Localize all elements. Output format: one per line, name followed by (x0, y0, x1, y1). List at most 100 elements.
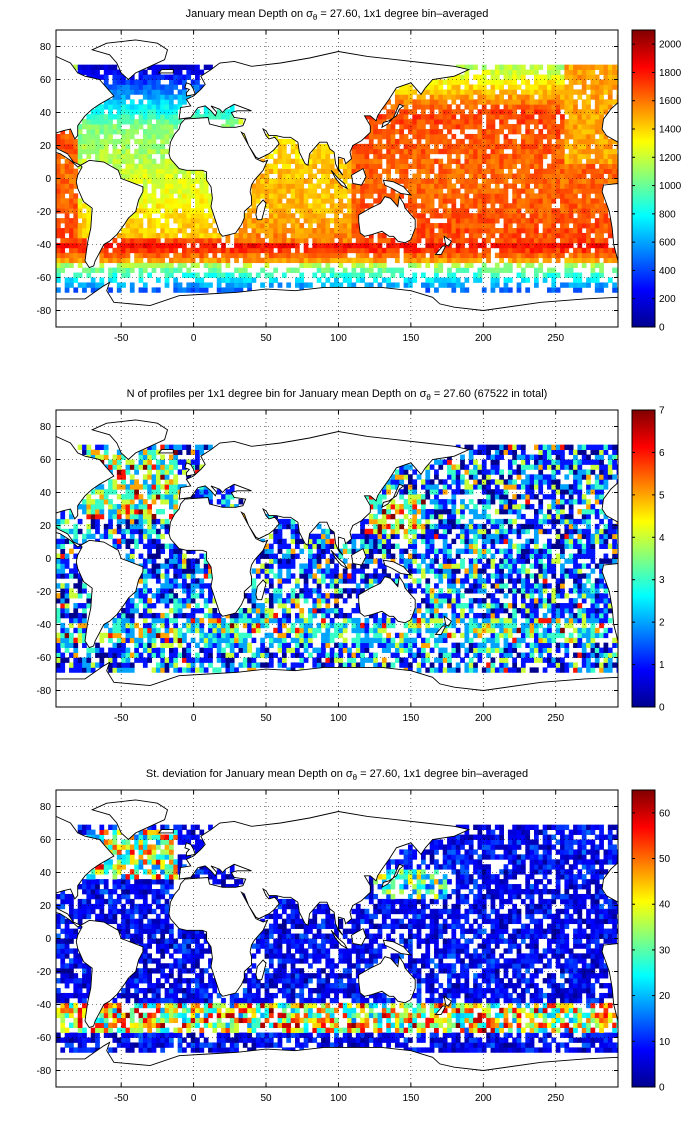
bin-cell (347, 657, 352, 663)
bin-cell (321, 173, 326, 179)
bin-cell (129, 237, 135, 244)
bin-cell (151, 218, 157, 224)
bin-cell (481, 64, 487, 70)
bin-cell (160, 143, 166, 150)
bin-cell (381, 262, 387, 268)
bin-cell (155, 287, 161, 293)
bin-cell (573, 237, 578, 244)
bin-cell (499, 143, 504, 150)
bin-cell (503, 242, 509, 249)
bin-cell (507, 247, 513, 254)
bin-cell (525, 84, 531, 90)
bin-cell (512, 622, 518, 629)
bin-cell (599, 188, 604, 194)
bin-cell (338, 228, 344, 234)
bin-cell (560, 228, 565, 234)
bin-cell (407, 94, 413, 100)
bin-cell (351, 637, 357, 644)
bin-cell (568, 119, 574, 125)
bin-cell (195, 69, 200, 75)
bin-cell (394, 193, 400, 199)
bin-cell (512, 64, 518, 70)
bin-cell (338, 612, 344, 619)
bin-cell (264, 632, 270, 639)
bin-cell (60, 627, 66, 634)
bin-cell (390, 637, 396, 644)
bin-cell (564, 662, 570, 668)
bin-cell (129, 667, 135, 673)
bin-cell (564, 193, 570, 199)
bin-cell (360, 148, 365, 155)
bin-cell (603, 213, 609, 219)
bin-cell (533, 242, 539, 249)
bin-cell (208, 642, 213, 648)
bin-cell (69, 622, 74, 629)
coastline-south-america (75, 159, 144, 269)
bin-cell (138, 148, 144, 155)
bin-cell (555, 104, 561, 110)
bin-cell (103, 69, 109, 75)
bin-cell (82, 124, 87, 130)
bin-cell (281, 662, 287, 668)
bin-cell (225, 114, 231, 120)
bin-cell (95, 153, 100, 160)
bin-cell (516, 637, 522, 644)
bin-cell (512, 74, 518, 80)
bin-cell (594, 94, 600, 100)
bin-cell (177, 637, 183, 644)
bin-cell (464, 198, 470, 204)
bin-cell (103, 133, 109, 140)
bin-cell (612, 99, 617, 105)
bin-cell (464, 158, 470, 165)
bin-cell (525, 257, 531, 264)
bin-cell (477, 228, 483, 234)
bin-cell (321, 153, 326, 160)
bin-cell (164, 198, 170, 204)
bin-cell (268, 257, 274, 264)
bin-cell (286, 242, 292, 249)
bin-cell (603, 242, 609, 249)
bin-cell (273, 168, 279, 174)
bin-cell (425, 178, 431, 184)
bin-cell (203, 257, 209, 264)
bin-cell (108, 109, 113, 115)
bin-cell (294, 178, 300, 184)
bin-cell (77, 237, 83, 244)
bin-cell (533, 143, 539, 150)
bin-cell (455, 173, 461, 179)
bin-cell (560, 158, 565, 165)
bin-cell (242, 213, 248, 219)
bin-cell (560, 657, 565, 663)
bin-cell (212, 252, 218, 259)
bin-cell (586, 252, 591, 259)
bin-cell (468, 262, 474, 268)
bin-cell (195, 228, 200, 234)
bin-cell (212, 622, 218, 629)
bin-cell (321, 242, 326, 249)
bin-cell (168, 99, 174, 105)
bin-cell (168, 129, 174, 135)
bin-cell (186, 267, 192, 273)
bin-cell (403, 163, 409, 169)
bin-cell (347, 228, 352, 234)
bin-cell (360, 637, 365, 644)
bin-cell (69, 242, 74, 249)
bin-cell (73, 223, 79, 229)
bin-cell (60, 153, 66, 160)
bin-cell (325, 657, 331, 663)
bin-cell (460, 252, 465, 259)
bin-cell (60, 173, 66, 179)
bin-cell (77, 282, 83, 288)
bin-cell (599, 667, 604, 673)
bin-cell (173, 252, 179, 259)
bin-cell (86, 143, 92, 150)
bin-cell (364, 143, 370, 150)
bin-cell (294, 223, 300, 229)
bin-cell (533, 198, 539, 204)
bin-cell (586, 632, 591, 639)
bin-cell (308, 262, 313, 268)
bin-cell (473, 228, 478, 234)
bin-cell (160, 193, 166, 199)
bin-cell (134, 119, 139, 125)
bin-cell (351, 242, 357, 249)
